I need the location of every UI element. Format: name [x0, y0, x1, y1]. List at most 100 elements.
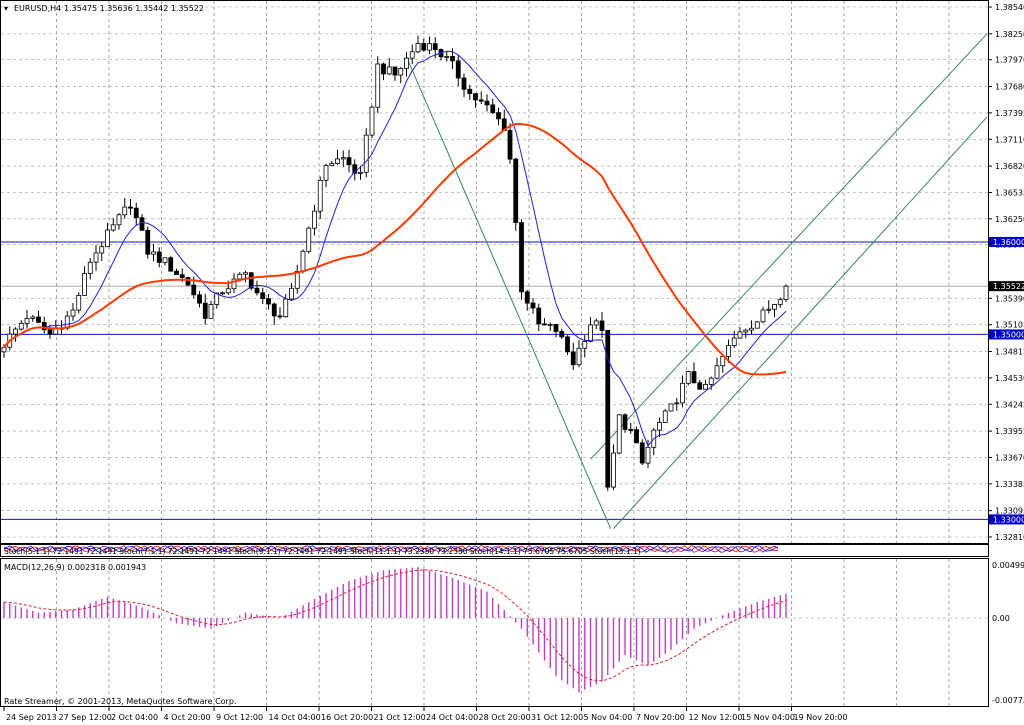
candle-body	[70, 309, 76, 317]
candle-body	[490, 104, 496, 114]
candle-body	[1, 346, 7, 353]
candle-body	[484, 100, 490, 106]
stoch-line	[3, 545, 779, 553]
candle-body	[231, 278, 237, 290]
menu-arrow-icon[interactable]: ▾	[4, 4, 8, 13]
candle-body	[559, 331, 565, 338]
candle-body	[237, 273, 243, 280]
price-tick-label: 1.34530	[995, 374, 1024, 383]
candle-body	[455, 60, 461, 79]
candle-body	[363, 134, 369, 173]
candle-body	[225, 288, 231, 294]
candle-body	[300, 250, 306, 272]
candle-body	[346, 157, 352, 166]
candle-body	[708, 377, 714, 385]
time-tick-label: 19 Nov 20:00	[794, 713, 848, 722]
time-tick-label: 4 Oct 20:00	[164, 713, 211, 722]
candle-body	[570, 351, 576, 366]
price-tick-label: 1.36535	[995, 188, 1024, 197]
candle-body	[777, 299, 783, 305]
candle-body	[294, 271, 300, 289]
level-tag	[989, 329, 1024, 340]
time-tick-label: 24 Sep 2013	[6, 713, 57, 722]
candle-body	[754, 321, 760, 329]
candle-body	[36, 316, 41, 323]
candle-body	[87, 261, 93, 274]
price-tick-label: 1.37970	[995, 56, 1024, 65]
macd-label: MACD(12,26,9) 0.002318 0.001943	[4, 563, 146, 572]
candle-body	[214, 292, 220, 305]
candle-body	[680, 382, 685, 404]
candle-body	[737, 331, 743, 339]
candle-body	[168, 257, 174, 272]
price-tick-label: 1.36250	[995, 215, 1024, 224]
candle-body	[283, 298, 289, 318]
ohlc-label: 1.35475 1.35636 1.35442 1.35522	[64, 4, 204, 13]
candle-body	[668, 403, 674, 412]
candle-body	[685, 371, 691, 384]
time-tick-label: 7 Nov 20:00	[636, 713, 685, 722]
candle-body	[317, 179, 323, 212]
candle-body	[197, 294, 202, 304]
current-price-label: 1.35522	[993, 282, 1024, 291]
candle-body	[576, 347, 582, 366]
time-axis: 24 Sep 2013 27 Sep 12:00 2 Oct 04:00 4 Oct …	[3, 706, 848, 722]
candle-body	[450, 56, 455, 62]
candle-body	[133, 207, 139, 219]
candle-body	[421, 43, 427, 51]
candle-body	[110, 224, 116, 231]
candle-body	[24, 318, 30, 324]
price-tick-label: 1.35105	[995, 321, 1024, 330]
candle-body	[105, 229, 110, 248]
candle-body	[743, 329, 749, 333]
level-tag	[989, 514, 1024, 525]
candle-body	[128, 206, 133, 209]
candle-body	[156, 251, 162, 263]
price-tick-label: 1.37680	[995, 83, 1024, 92]
level-tag-label: 1.35000	[993, 330, 1024, 339]
candle-body	[392, 66, 398, 76]
candle-body	[122, 206, 128, 216]
candle-body	[99, 246, 105, 254]
time-tick-label: 9 Oct 12:00	[216, 713, 263, 722]
fast-moving-average	[3, 50, 787, 447]
candle-body	[329, 163, 335, 167]
candle-body	[202, 302, 208, 319]
candle-body	[703, 384, 708, 390]
candle-body	[415, 43, 421, 53]
candle-body	[151, 251, 156, 255]
candle-body	[271, 303, 277, 317]
macd-series	[3, 567, 787, 693]
level-tag-label: 1.33000	[993, 515, 1024, 524]
candle-body	[277, 315, 283, 318]
candle-body	[409, 51, 415, 59]
candle-body	[645, 446, 651, 464]
candlestick-series	[1, 35, 789, 491]
price-tick-label: 1.37110	[995, 135, 1024, 144]
candle-body	[634, 429, 639, 444]
candle-body	[536, 307, 542, 325]
candle-body	[542, 323, 547, 326]
symbol-label: EURUSD,H4	[14, 4, 61, 13]
candle-body	[553, 324, 559, 332]
stoch-strip-label: Stoch(5.1.1) 72.1491 72.1491 Stoch(7.1.1…	[4, 547, 641, 556]
candle-body	[82, 273, 87, 296]
price-tick-label: 1.32810	[995, 533, 1024, 542]
candle-body	[611, 452, 616, 488]
candle-body	[588, 324, 593, 342]
price-tick-label: 1.33955	[995, 427, 1024, 436]
candle-body	[191, 284, 197, 296]
candle-body	[524, 291, 530, 304]
current-price-tag	[989, 281, 1024, 292]
time-tick-label: 21 Oct 12:00	[374, 713, 426, 722]
candle-body	[248, 272, 254, 289]
macd-signal-line	[3, 569, 787, 682]
candle-body	[18, 322, 24, 330]
candle-body	[13, 328, 18, 335]
price-tick-label: 1.38540	[995, 3, 1024, 12]
time-tick-label: 2 Oct 04:00	[111, 713, 158, 722]
price-panel-frame	[0, 0, 989, 544]
trend-channel	[406, 33, 988, 530]
candle-body	[766, 308, 772, 311]
